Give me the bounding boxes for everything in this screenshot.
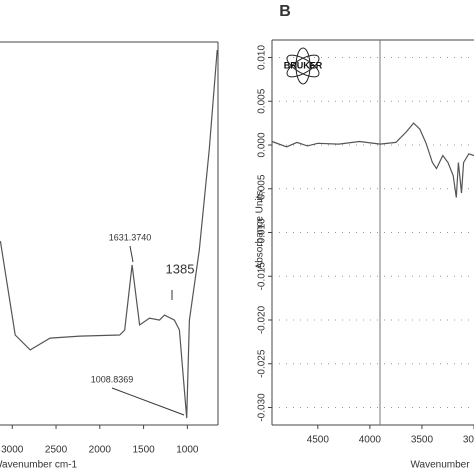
y-tick-label: -0.025 bbox=[257, 349, 268, 378]
x-tick-label: 2000 bbox=[89, 445, 112, 456]
y-tick-label: -0.005 bbox=[257, 174, 268, 203]
logo: BRUKER bbox=[284, 47, 323, 85]
x-tick-label: 3000 bbox=[463, 435, 474, 446]
y-tick-label: 0.000 bbox=[257, 132, 268, 157]
x-tick-label: 3500 bbox=[411, 435, 434, 446]
y-tick-label: -0.020 bbox=[257, 305, 268, 334]
y-tick-label: 0.005 bbox=[257, 88, 268, 113]
panel-title: B bbox=[279, 3, 291, 20]
y-tick-label: 0.010 bbox=[257, 45, 268, 70]
y-axis-label: Absorbance Units bbox=[255, 191, 266, 270]
x-axis-label: Wavenumber cm-1 bbox=[0, 460, 77, 471]
x-tick-label: 2500 bbox=[45, 445, 68, 456]
annotation-pointer bbox=[111, 387, 185, 416]
y-tick-label: -0.030 bbox=[257, 393, 268, 422]
y-tick-label: -0.015 bbox=[257, 262, 268, 291]
right-frame bbox=[271, 39, 474, 426]
x-tick-label: 4000 bbox=[359, 435, 382, 446]
y-tick-label: -0.010 bbox=[257, 218, 268, 247]
annotation: 1385 bbox=[166, 261, 195, 276]
annotation: 1631.3740 bbox=[109, 232, 152, 242]
annotation-pointer bbox=[129, 245, 134, 263]
x-tick-label: 3000 bbox=[1, 445, 24, 456]
x-tick-label: 1500 bbox=[132, 445, 155, 456]
x-tick-label: 4500 bbox=[307, 435, 330, 446]
x-axis-label: Wavenumber bbox=[410, 460, 470, 471]
left-frame bbox=[0, 41, 219, 426]
x-tick-label: 1000 bbox=[176, 445, 199, 456]
spectrum-line bbox=[271, 122, 474, 198]
spectrum-line bbox=[0, 49, 218, 419]
annotation: 1008.8369 bbox=[91, 374, 134, 384]
logo-text: BRUKER bbox=[284, 60, 323, 70]
